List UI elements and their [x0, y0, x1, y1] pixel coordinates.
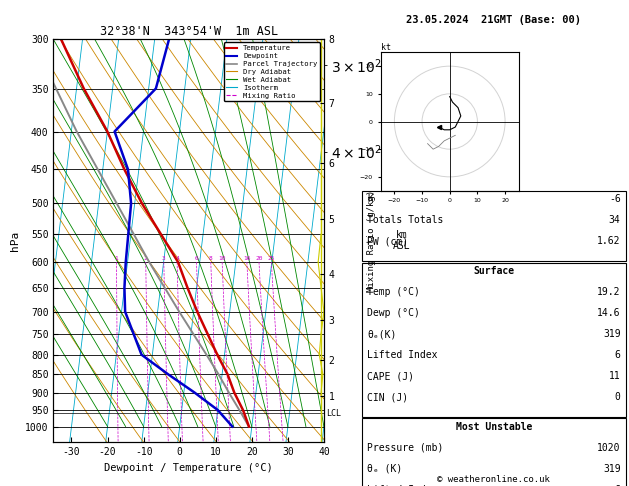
Text: 20: 20	[255, 256, 263, 261]
Text: θₑ (K): θₑ (K)	[367, 464, 402, 474]
X-axis label: Dewpoint / Temperature (°C): Dewpoint / Temperature (°C)	[104, 463, 273, 473]
Text: 319: 319	[603, 464, 621, 474]
Bar	[362, 263, 626, 417]
Text: 10: 10	[218, 256, 226, 261]
Text: 319: 319	[603, 329, 621, 339]
Text: 1020: 1020	[597, 443, 621, 453]
Text: Surface: Surface	[473, 266, 515, 276]
Text: 0: 0	[615, 392, 621, 402]
Text: Most Unstable: Most Unstable	[455, 422, 532, 432]
Bar	[362, 418, 626, 486]
Legend: Temperature, Dewpoint, Parcel Trajectory, Dry Adiabat, Wet Adiabat, Isotherm, Mi: Temperature, Dewpoint, Parcel Trajectory…	[223, 42, 320, 102]
Title: 32°38'N  343°54'W  1m ASL: 32°38'N 343°54'W 1m ASL	[99, 25, 278, 38]
Text: 1.62: 1.62	[597, 237, 621, 246]
Text: 23.05.2024  21GMT (Base: 00): 23.05.2024 21GMT (Base: 00)	[406, 15, 581, 25]
Text: Lifted Index: Lifted Index	[367, 485, 437, 486]
Text: -6: -6	[609, 194, 621, 205]
Y-axis label: km
ASL: km ASL	[393, 230, 411, 251]
Text: 11: 11	[609, 371, 621, 381]
Text: Lifted Index: Lifted Index	[367, 350, 437, 360]
Text: 6: 6	[194, 256, 198, 261]
Text: 19.2: 19.2	[597, 287, 621, 297]
Text: 2: 2	[144, 256, 148, 261]
Text: 6: 6	[615, 350, 621, 360]
Text: CIN (J): CIN (J)	[367, 392, 408, 402]
Text: K: K	[367, 194, 373, 205]
Text: 16: 16	[243, 256, 250, 261]
Text: CAPE (J): CAPE (J)	[367, 371, 414, 381]
Text: Pressure (mb): Pressure (mb)	[367, 443, 443, 453]
Text: 8: 8	[209, 256, 213, 261]
Text: θₑ(K): θₑ(K)	[367, 329, 396, 339]
Text: Totals Totals: Totals Totals	[367, 215, 443, 226]
Text: 14.6: 14.6	[597, 308, 621, 318]
Text: © weatheronline.co.uk: © weatheronline.co.uk	[437, 474, 550, 484]
Text: 6: 6	[615, 485, 621, 486]
Text: kt: kt	[381, 43, 391, 52]
Bar	[362, 191, 626, 261]
Text: LCL: LCL	[326, 409, 341, 418]
Text: Mixing Ratio (g/kg): Mixing Ratio (g/kg)	[367, 190, 376, 292]
Y-axis label: hPa: hPa	[9, 230, 19, 251]
Text: 1: 1	[114, 256, 118, 261]
Text: Temp (°C): Temp (°C)	[367, 287, 420, 297]
Text: PW (cm): PW (cm)	[367, 237, 408, 246]
Text: 34: 34	[609, 215, 621, 226]
Text: 4: 4	[175, 256, 179, 261]
Text: 25: 25	[267, 256, 275, 261]
Text: 3: 3	[162, 256, 165, 261]
Text: Dewp (°C): Dewp (°C)	[367, 308, 420, 318]
